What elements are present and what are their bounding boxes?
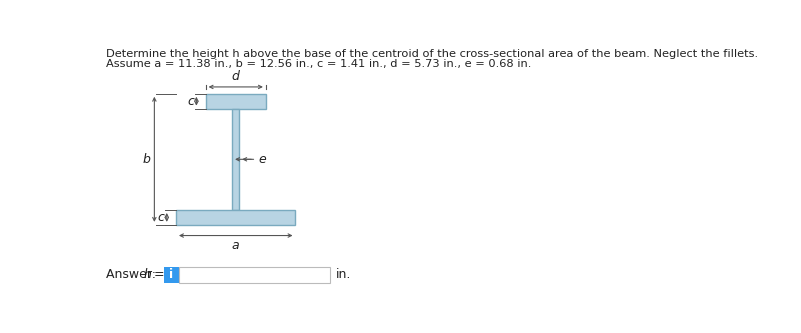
Text: c: c [187, 95, 194, 108]
Bar [206, 94, 266, 109]
Text: in.: in. [336, 268, 351, 281]
Text: d: d [231, 70, 239, 83]
Text: b: b [143, 153, 151, 166]
Text: h: h [143, 268, 151, 281]
Bar [163, 267, 179, 282]
Bar [179, 267, 330, 282]
Text: Assume a = 11.38 in., b = 12.56 in., c = 1.41 in., d = 5.73 in., e = 0.68 in.: Assume a = 11.38 in., b = 12.56 in., c =… [107, 59, 532, 69]
Text: i: i [169, 268, 174, 281]
Text: c: c [158, 211, 164, 224]
Text: Determine the height h above the base of the centroid of the cross-sectional are: Determine the height h above the base of… [107, 49, 759, 59]
Bar [232, 109, 239, 210]
Text: Answer:: Answer: [107, 268, 160, 281]
Bar [176, 210, 296, 225]
Text: a: a [232, 239, 239, 252]
Text: =: = [150, 268, 164, 281]
Text: e: e [259, 153, 267, 166]
